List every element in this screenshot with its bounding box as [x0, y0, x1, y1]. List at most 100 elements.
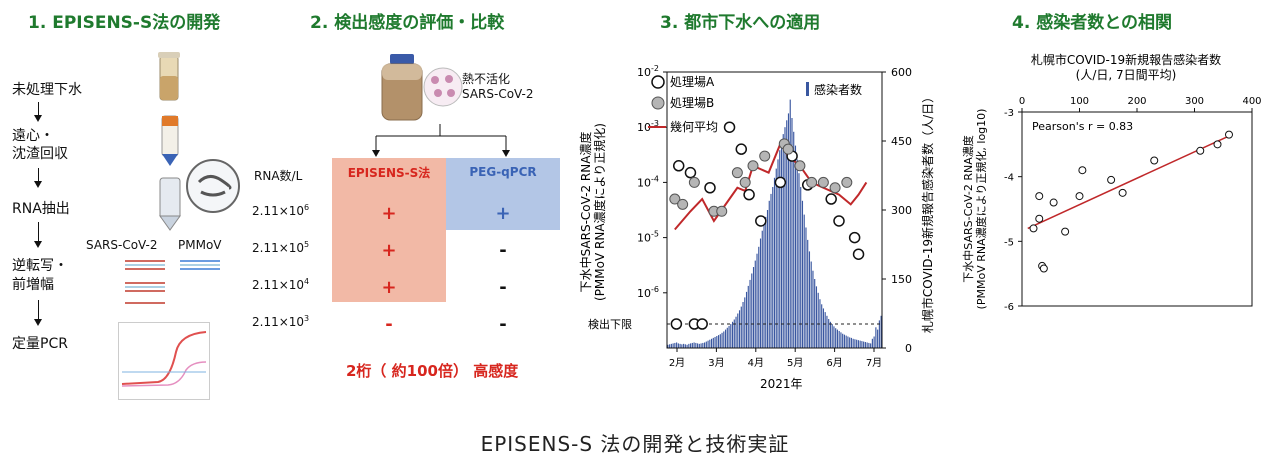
case-bar [693, 342, 695, 348]
corr-y-tick-label: -5 [1004, 237, 1014, 248]
plant-b-point [731, 167, 743, 179]
plant-a-point [735, 143, 748, 155]
y-right-tick-label: 600 [891, 66, 912, 79]
case-bar [773, 177, 776, 348]
target-pmmov-label: PMMoV [178, 238, 222, 252]
corr-x-tick-label: 400 [1242, 96, 1261, 107]
case-bar [761, 230, 763, 348]
case-bar [688, 343, 690, 348]
step-pellet: 沈渣回収 [12, 146, 68, 162]
petri-dish-icon [186, 159, 240, 213]
y-left-tick-label: 10-4 [637, 174, 659, 189]
case-bar [875, 327, 877, 348]
legend-b-label: 処理場B [670, 96, 714, 110]
case-bar [669, 344, 671, 348]
peg-qpcr-header: PEG-qPCR [469, 165, 537, 179]
case-bar [861, 341, 863, 348]
case-bar [787, 113, 790, 349]
legend-cases-label: 感染者数 [814, 82, 862, 97]
plant-a-point [848, 231, 861, 244]
corr-x-tick-label: 200 [1127, 96, 1146, 107]
case-bar [772, 187, 774, 348]
case-bar [798, 173, 800, 348]
section2-title: 2. 検出感度の評価・比較 [310, 13, 505, 33]
rna-row-2: 2.11×105 [252, 240, 310, 255]
plant-b-point [739, 176, 751, 188]
plant-a-point [755, 215, 767, 227]
case-bar [777, 159, 779, 348]
case-bar [880, 315, 882, 348]
case-bar [821, 304, 823, 348]
corr-point [1150, 156, 1159, 165]
case-bar [859, 340, 861, 348]
case-bar [843, 334, 845, 348]
step-qpcr: 定量PCR [12, 336, 68, 352]
case-bar [733, 319, 735, 348]
y-right-label: 札幌市COVID-19新規報告感染者数（人/日） [920, 91, 935, 333]
y-left-label-1: 下水中SARS-CoV-2 RNA濃度 [578, 132, 593, 293]
case-bar [726, 327, 728, 348]
case-bar [849, 337, 851, 348]
plant-a-point [684, 166, 697, 179]
x-tick-label: 6月 [826, 357, 842, 369]
corr-point [1196, 146, 1205, 155]
corr-point [1029, 224, 1038, 233]
amplification-curve-icon [118, 322, 210, 400]
corr-point [1107, 175, 1116, 184]
case-bar [698, 343, 700, 348]
case-bar [686, 344, 688, 348]
case-bar [842, 333, 844, 348]
plant-b-point [829, 182, 841, 194]
x-tick-label: 7月 [866, 357, 882, 369]
case-bar [808, 251, 811, 348]
sensitivity-result: 2桁（ 約100倍） 高感度 [346, 362, 519, 380]
x-tick-label: 5月 [787, 357, 803, 369]
result-b-2: - [499, 239, 507, 261]
case-bar [836, 329, 839, 348]
case-bar [749, 279, 751, 348]
case-bar [702, 342, 704, 348]
case-bar [814, 279, 816, 348]
case-bar [737, 313, 739, 348]
corr-point [1035, 214, 1044, 223]
case-bar [723, 331, 725, 348]
case-bar [758, 246, 760, 348]
pearson-annotation: Pearson's r = 0.83 [1032, 120, 1133, 133]
plant-b-point [677, 198, 689, 210]
case-bar [697, 343, 699, 348]
case-bar [759, 238, 762, 348]
legend-mean-label: 幾何平均 [670, 120, 718, 134]
corr-ylabel-1: 下水中SARS-CoV-2 RNA濃度 [961, 135, 975, 282]
case-bar [870, 343, 872, 348]
result-b-4: - [499, 313, 507, 335]
plant-a-below-limit [696, 318, 708, 330]
corr-x-tick-label: 300 [1185, 96, 1204, 107]
result-b-1: + [495, 202, 511, 224]
case-bar [810, 261, 812, 348]
case-bar [871, 338, 873, 348]
legend-cases-bar [806, 82, 809, 96]
case-bar [828, 319, 830, 348]
episens-header: EPISENS-S法 [347, 165, 431, 180]
plant-a-point [723, 121, 736, 133]
case-bar [794, 145, 797, 348]
case-bar [690, 343, 692, 348]
corr-y-tick-label: -3 [1004, 108, 1014, 119]
plant-a-point [825, 193, 837, 205]
case-bar [674, 342, 676, 348]
episens-column-bg [332, 158, 446, 302]
corr-point [1078, 166, 1087, 175]
section4-title: 4. 感染者数との相関 [1012, 13, 1173, 33]
case-bar [768, 200, 770, 348]
case-bar [801, 200, 804, 348]
case-bar [840, 332, 842, 348]
case-bar [857, 340, 859, 348]
y-right-tick-label: 0 [905, 342, 912, 355]
case-bar [735, 316, 737, 348]
case-bar [835, 328, 837, 348]
case-bar [677, 343, 679, 348]
case-bar [679, 343, 681, 348]
case-bar [676, 342, 678, 348]
corr-point [1225, 130, 1233, 139]
